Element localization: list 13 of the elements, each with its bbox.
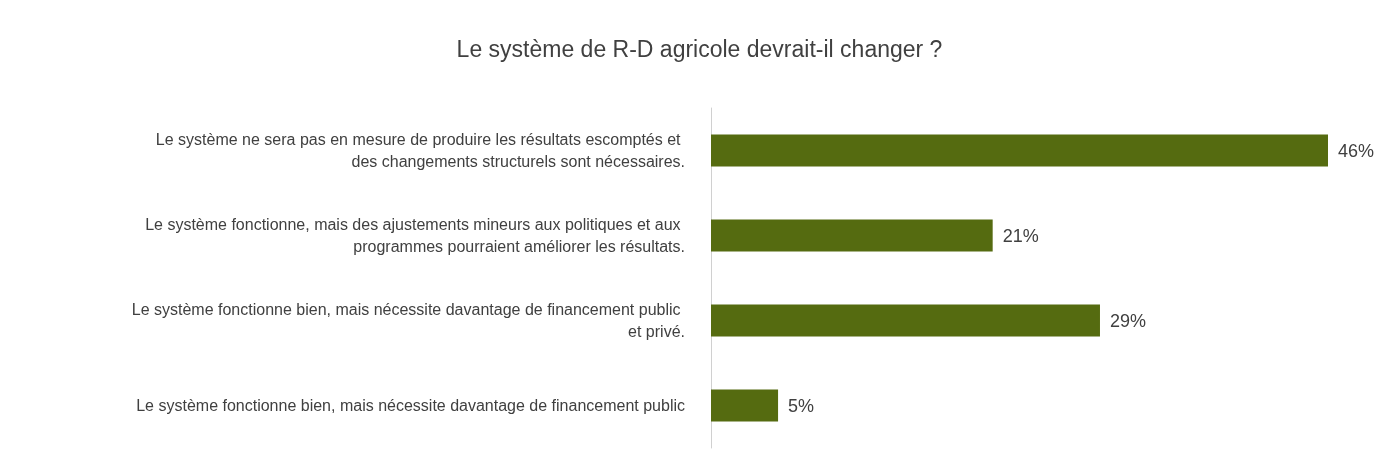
data-label: 46% — [1338, 140, 1375, 161]
bar — [711, 389, 779, 422]
chart-title: Le système de R-D agricole devrait-il changer ? — [456, 35, 943, 62]
y-tick-label: Le système fonctionne, mais des ajustements mineurs aux politiques et aux programmes pourraient améliorer les résultats. — [145, 216, 685, 255]
data-label: 29% — [1109, 310, 1147, 331]
y-tick-label: Le système fonctionne bien, mais nécessite davantage de financement public et privé. — [131, 301, 685, 340]
bar — [711, 304, 1100, 337]
bar — [711, 134, 1328, 167]
data-label: 5% — [788, 395, 815, 416]
data-label: 21% — [1002, 225, 1039, 246]
y-tick-label: Le système ne sera pas en mesure de produire les résultats escomptés et des changements structurels sont nécessaires. — [155, 131, 685, 170]
bar — [711, 219, 993, 252]
y-tick-label: Le système fonctionne bien, mais nécessite davantage de financement public — [136, 397, 685, 414]
